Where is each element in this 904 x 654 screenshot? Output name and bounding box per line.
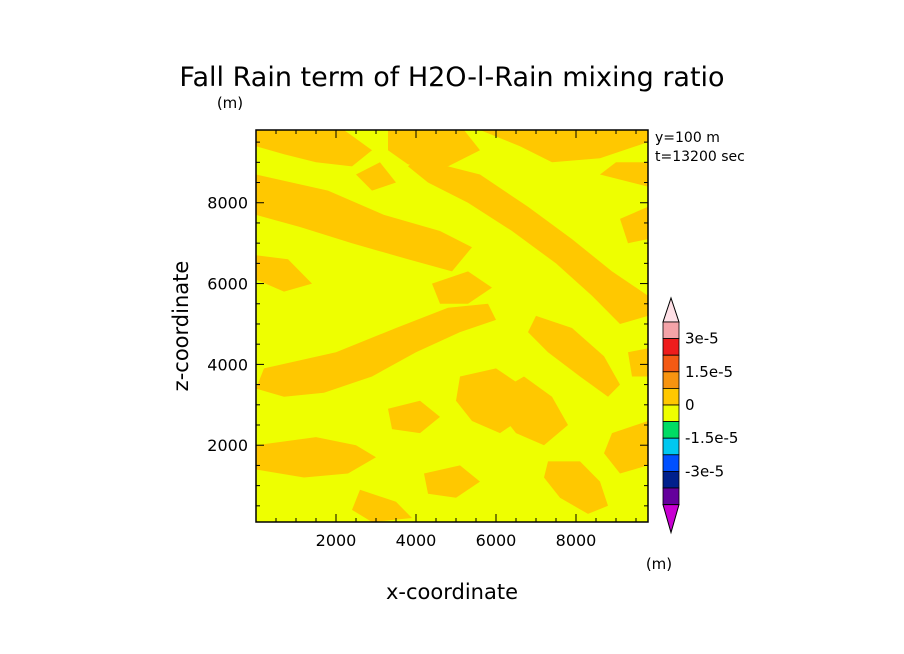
chart-title: Fall Rain term of H2O-l-Rain mixing rati… [179,62,724,93]
contour-patch [388,130,480,167]
y-axis-label: z-coordinate [169,261,193,392]
contour-patch [528,315,620,397]
colorbar-label: 3e-5 [685,330,719,348]
annotation-line-1: y=100 m [655,130,720,146]
contour-patch [620,206,648,244]
y-tick-label: 2000 [207,436,248,455]
title-unit-label: (m) [217,94,243,112]
colorbar-segment [662,338,680,356]
contour-patch [480,130,648,163]
contour-patch [600,162,648,187]
colorbar-segment [662,470,680,489]
colorbar-label: 0 [685,396,695,414]
colorbar-label: -1.5e-5 [685,429,738,447]
contour-patch [432,271,492,304]
colorbar-bottom-arrow [662,504,680,535]
y-tick-label: 6000 [207,275,248,294]
colorbar-segment [662,387,680,406]
x-tick-label: 6000 [476,531,517,550]
plot-frame [255,129,649,523]
colorbar-segment [662,371,680,389]
colorbar-segment [662,404,680,423]
contour-patch [496,376,568,446]
axis-ticks: 2000 4000 6000 8000 2000 4000 6000 8000 [207,130,648,550]
x-tick-label: 8000 [556,531,597,550]
contour-patch [408,158,648,324]
colorbar-segment [662,354,680,373]
contour-patch [256,437,376,478]
contour-patch [256,303,496,397]
colorbar-segment [662,487,680,506]
x-tick-label: 4000 [396,531,437,550]
colorbar-unit-label: (m) [646,555,672,573]
contour-patch [256,130,372,167]
contour-patch [356,162,396,191]
colorbar-segment [662,454,680,472]
x-tick-label: 2000 [316,531,357,550]
contour-patch [388,400,440,434]
contour-patches [256,130,648,522]
colorbar-segment [662,321,680,340]
y-tick-label: 8000 [207,194,248,213]
contour-patch [424,465,480,498]
contour-patch [256,174,472,272]
colorbar-label: -3e-5 [685,462,724,480]
contour-patch [628,348,648,377]
annotation-line-2: t=13200 sec [655,149,745,165]
x-axis-label: x-coordinate [386,580,518,604]
colorbar-label: 1.5e-5 [685,363,733,381]
colorbar-segment [662,437,680,456]
plot-area: 2000 4000 6000 8000 2000 4000 6000 8000 [207,129,649,550]
colorbar: 3e-5 1.5e-5 0 -1.5e-5 -3e-5 [662,296,738,535]
contour-patch [256,255,312,292]
contour-patch [604,421,648,474]
y-tick-label: 4000 [207,355,248,374]
contour-patch [544,461,608,514]
colorbar-segment [662,421,680,439]
contour-patch [352,489,412,522]
